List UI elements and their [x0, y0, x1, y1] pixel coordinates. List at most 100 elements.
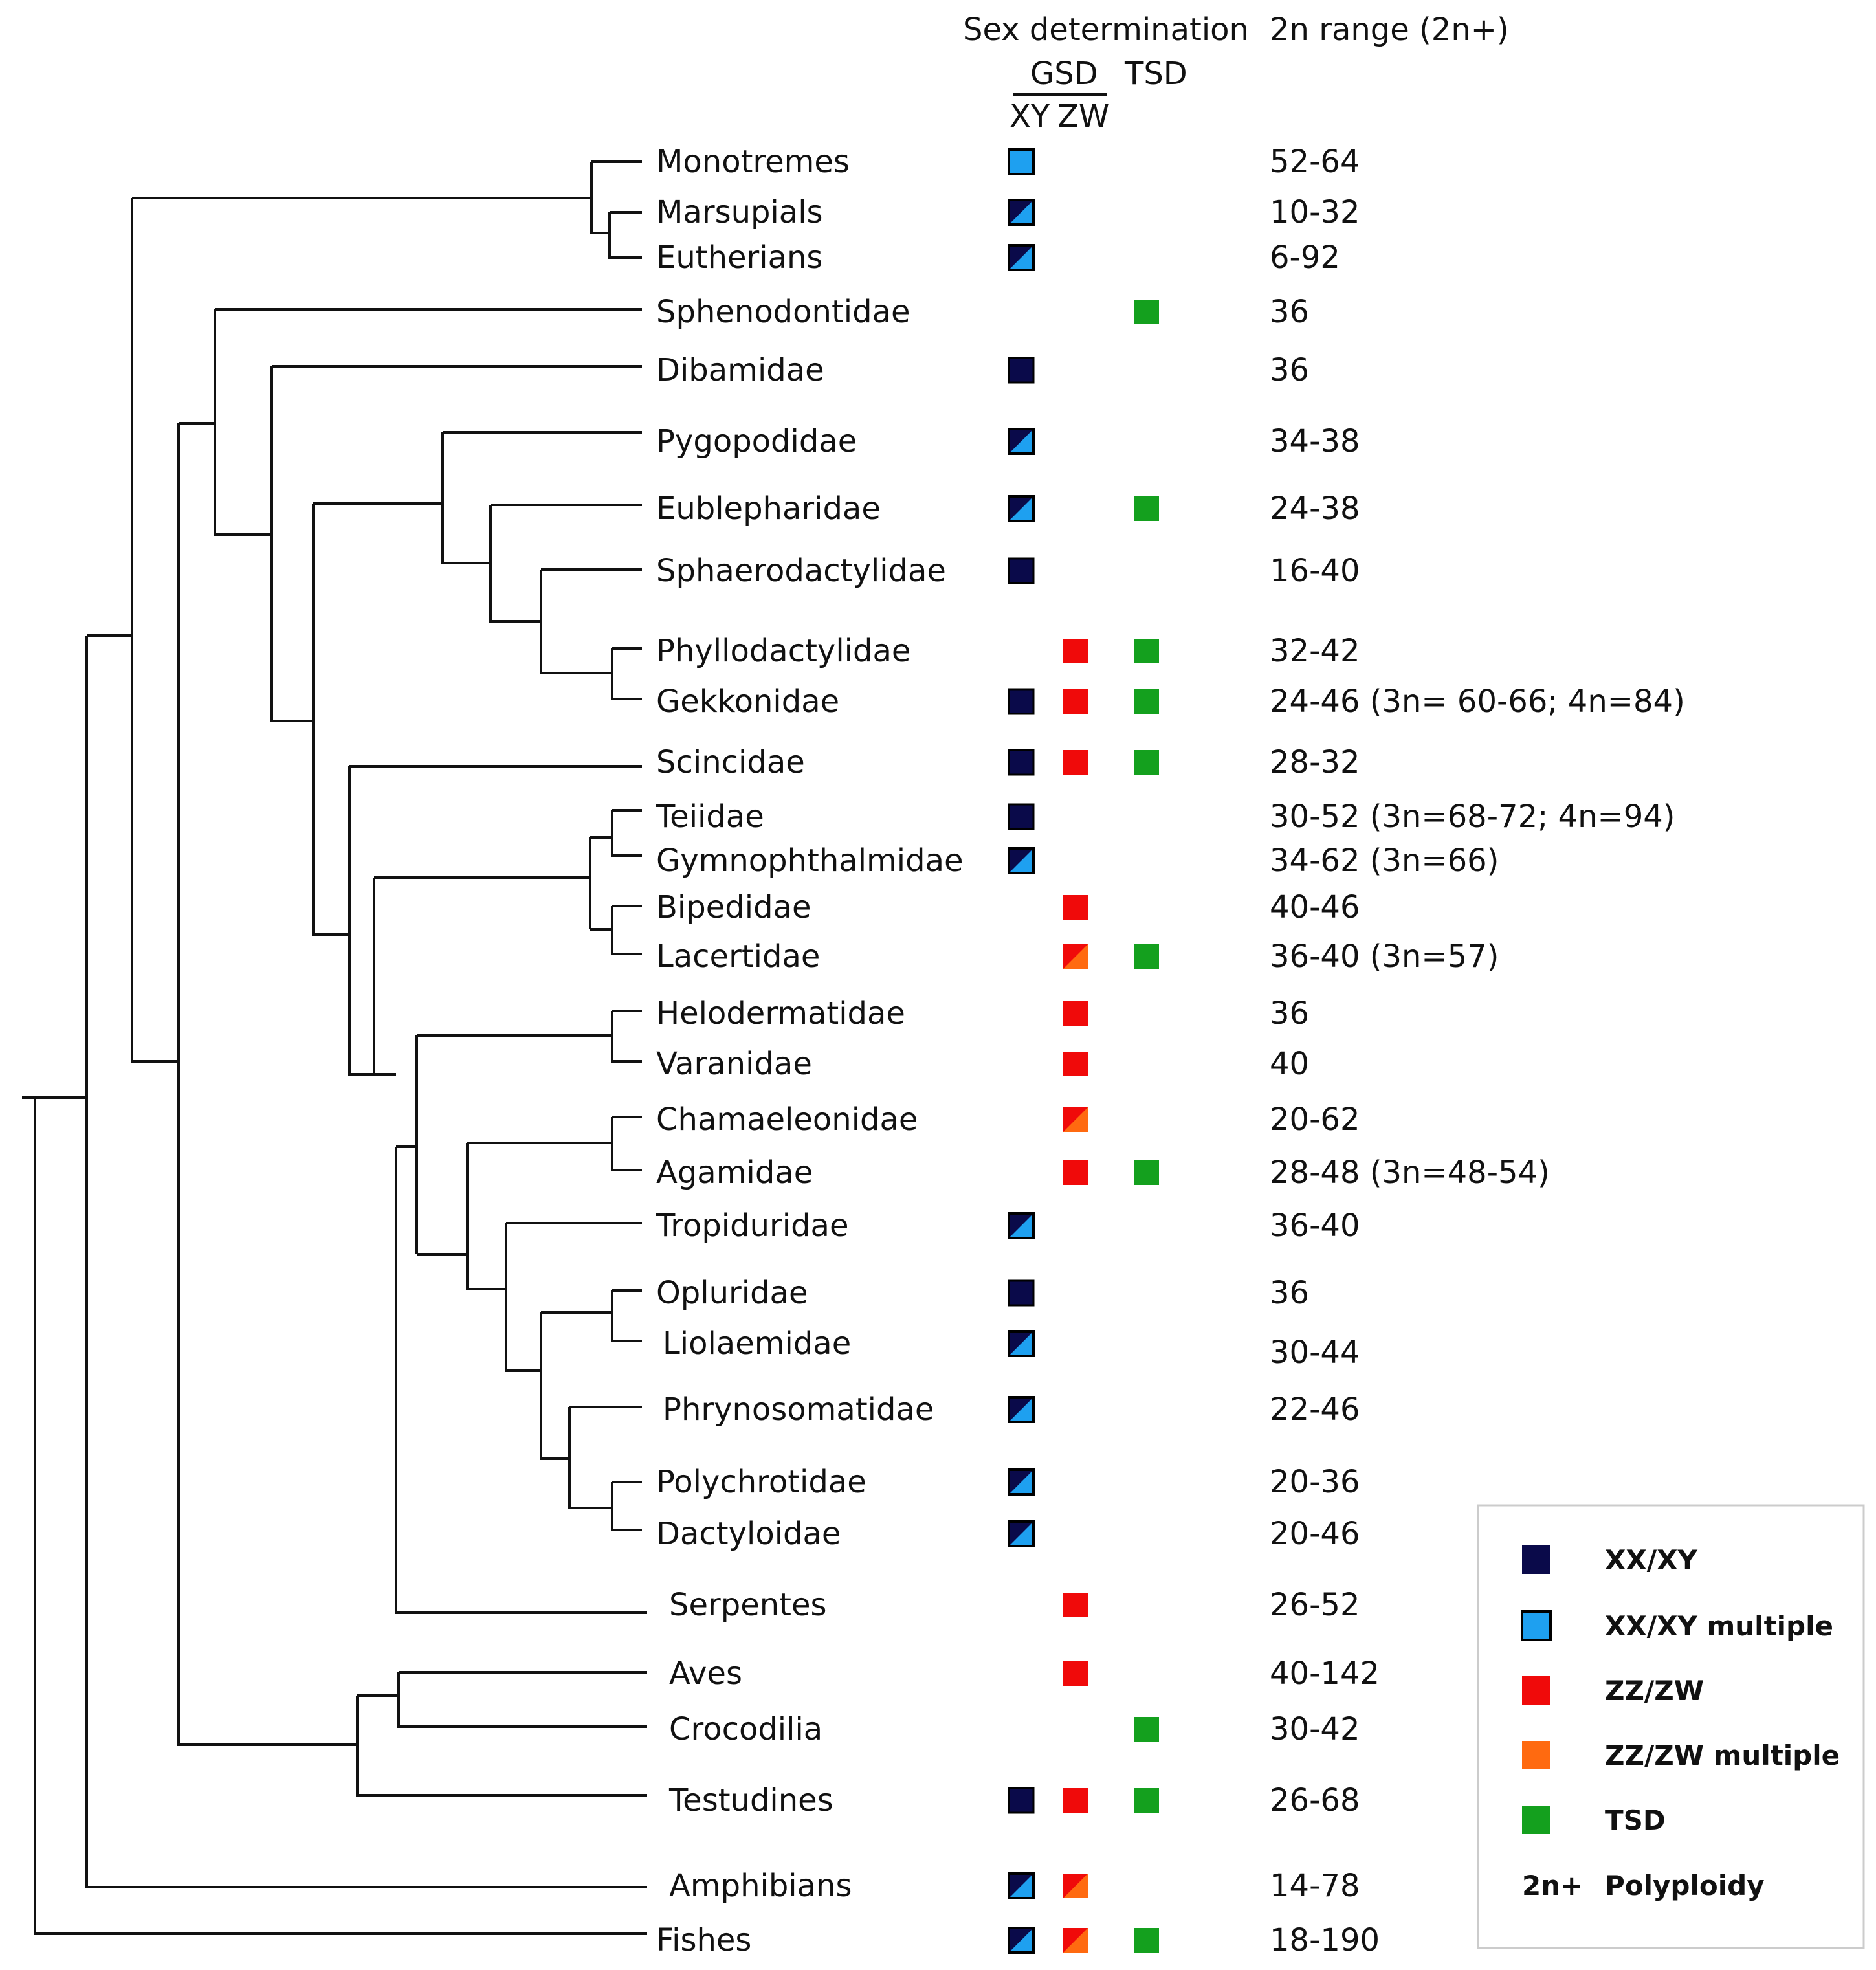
tree-branch — [312, 504, 349, 936]
taxon-row-lacertidae: Lacertidae 36-40 (3n=57) — [656, 938, 1499, 975]
taxon-row-crocodilia: Crocodilia 30-42 — [669, 1711, 1360, 1747]
taxon-label: Testudines — [668, 1782, 833, 1819]
xy-square — [1008, 688, 1035, 715]
xy-border — [1008, 1212, 1035, 1239]
legend-label: TSD — [1605, 1804, 1666, 1836]
legend-swatch — [1522, 1806, 1550, 1834]
chromosome-range: 36 — [1270, 294, 1309, 330]
taxon-row-phyllodactylidae: Phyllodactylidae 32-42 — [656, 633, 1360, 669]
zw-marker — [1063, 1593, 1088, 1617]
legend-label: Polyploidy — [1605, 1870, 1765, 1901]
range-header: 2n range (2n+) — [1270, 12, 1509, 48]
xy-border — [1008, 1396, 1035, 1423]
xy-multiple-half — [1009, 1397, 1033, 1422]
chromosome-range: 24-38 — [1270, 491, 1360, 527]
tree-branch — [214, 309, 272, 536]
tsd-square — [1134, 300, 1159, 324]
tree-branch — [466, 1143, 506, 1290]
xy-multiple-marker — [1008, 1212, 1035, 1239]
chromosome-range: 32-42 — [1270, 633, 1360, 669]
zw-marker — [1063, 1160, 1088, 1185]
xy-marker — [1008, 688, 1035, 715]
xy-multiple-half — [1009, 1874, 1033, 1898]
taxon-label: Serpentes — [669, 1587, 827, 1623]
taxon-row-sphaerodactylidae: Sphaerodactylidae 16-40 — [656, 553, 1360, 589]
xy-marker — [1008, 557, 1035, 584]
chromosome-range: 52-64 — [1270, 144, 1360, 180]
taxon-row-agamidae: Agamidae 28-48 (3n=48-54) — [656, 1155, 1550, 1191]
zw-multiple-half — [1063, 944, 1088, 969]
taxon-row-chamaeleonidae: Chamaeleonidae 20-62 — [656, 1101, 1360, 1138]
tsd-square — [1134, 1788, 1159, 1813]
xy-marker — [1008, 1787, 1035, 1814]
taxon-row-marsupials: Marsupials 10-32 — [656, 194, 1360, 230]
tree-branch — [34, 1098, 647, 1935]
taxon-row-polychrotidae: Polychrotidae 20-36 — [656, 1464, 1360, 1500]
tree-branch — [270, 366, 313, 722]
chromosome-range: 36 — [1270, 352, 1309, 388]
chromosome-range: 14-78 — [1270, 1868, 1360, 1904]
tsd-marker — [1134, 639, 1159, 663]
tree-branch — [85, 636, 647, 1888]
zw-marker — [1063, 750, 1088, 775]
xy-multiple-marker — [1008, 495, 1035, 522]
xy-multiple-marker — [1008, 1872, 1035, 1899]
xy-multiple-marker — [1008, 1520, 1035, 1547]
xy-multiple-square — [1008, 148, 1035, 175]
taxon-row-amphibians: Amphibians 14-78 — [669, 1868, 1360, 1904]
taxon-row-eutherians: Eutherians 6-92 — [656, 239, 1340, 276]
tsd-marker — [1134, 1160, 1159, 1185]
chromosome-range: 28-48 (3n=48-54) — [1270, 1155, 1550, 1191]
legend-item-polyploidy: 2n+ Polyploidy — [1522, 1870, 1765, 1901]
chromosome-range: 40 — [1270, 1046, 1309, 1082]
xy-multiple-half — [1009, 848, 1033, 873]
taxon-row-serpentes: Serpentes 26-52 — [669, 1587, 1360, 1623]
taxon-label: Teiidae — [656, 799, 764, 835]
xy-multiple-half — [1009, 1522, 1033, 1546]
chromosome-range: 22-46 — [1270, 1391, 1360, 1428]
zw-marker — [1063, 1661, 1088, 1686]
xy-border — [1008, 1872, 1035, 1899]
legend-item-zz-zw: ZZ/ZW — [1522, 1675, 1704, 1707]
zw-square — [1063, 1788, 1088, 1813]
taxon-label: Eutherians — [656, 239, 822, 276]
taxon-row-scincidae: Scincidae 28-32 — [656, 744, 1360, 780]
zw-multiple-marker — [1063, 1874, 1088, 1898]
legend-polyploidy-symbol: 2n+ — [1522, 1870, 1583, 1901]
legend-item-xx-xy: XX/XY — [1522, 1544, 1697, 1576]
taxon-label: Pygopodidae — [656, 423, 857, 459]
zw-square — [1063, 895, 1088, 920]
taxon-row-opluridae: Opluridae 36 — [656, 1275, 1309, 1311]
legend-swatch — [1522, 1741, 1550, 1769]
tree-branch — [356, 1696, 647, 1797]
chromosome-range: 40-142 — [1270, 1655, 1380, 1692]
legend-item-zz-zw-multiple: ZZ/ZW multiple — [1522, 1740, 1840, 1771]
tree-branch — [441, 432, 491, 564]
chromosome-range: 20-46 — [1270, 1516, 1360, 1552]
xy-square — [1008, 357, 1035, 384]
tree-branch — [568, 1407, 612, 1509]
xy-square — [1008, 1279, 1035, 1307]
zw-multiple-marker — [1063, 944, 1088, 969]
taxon-label: Scincidae — [656, 744, 805, 780]
taxon-label: Aves — [669, 1655, 742, 1692]
xy-multiple-half — [1009, 200, 1033, 225]
tree-branch — [489, 505, 541, 623]
phylogenetic-tree — [22, 160, 647, 1935]
zw-multiple-half — [1063, 1928, 1088, 1953]
tree-branch — [608, 212, 642, 259]
xy-marker — [1008, 357, 1035, 384]
tsd-marker — [1134, 1717, 1159, 1742]
xy-square — [1008, 803, 1035, 830]
xy-border — [1008, 847, 1035, 874]
chromosome-range: 10-32 — [1270, 194, 1360, 230]
legend-label: XX/XY — [1605, 1544, 1697, 1576]
zw-marker — [1063, 689, 1088, 714]
chromosome-range: 34-62 (3n=66) — [1270, 843, 1499, 879]
xy-border — [1008, 199, 1035, 226]
zw-square — [1063, 689, 1088, 714]
taxon-label: Phyllodactylidae — [656, 633, 910, 669]
tree-branch — [611, 906, 642, 955]
taxon-row-sphenodontidae: Sphenodontidae 36 — [656, 294, 1309, 330]
taxon-row-teiidae: Teiidae 30-52 (3n=68-72; 4n=94) — [656, 799, 1675, 835]
